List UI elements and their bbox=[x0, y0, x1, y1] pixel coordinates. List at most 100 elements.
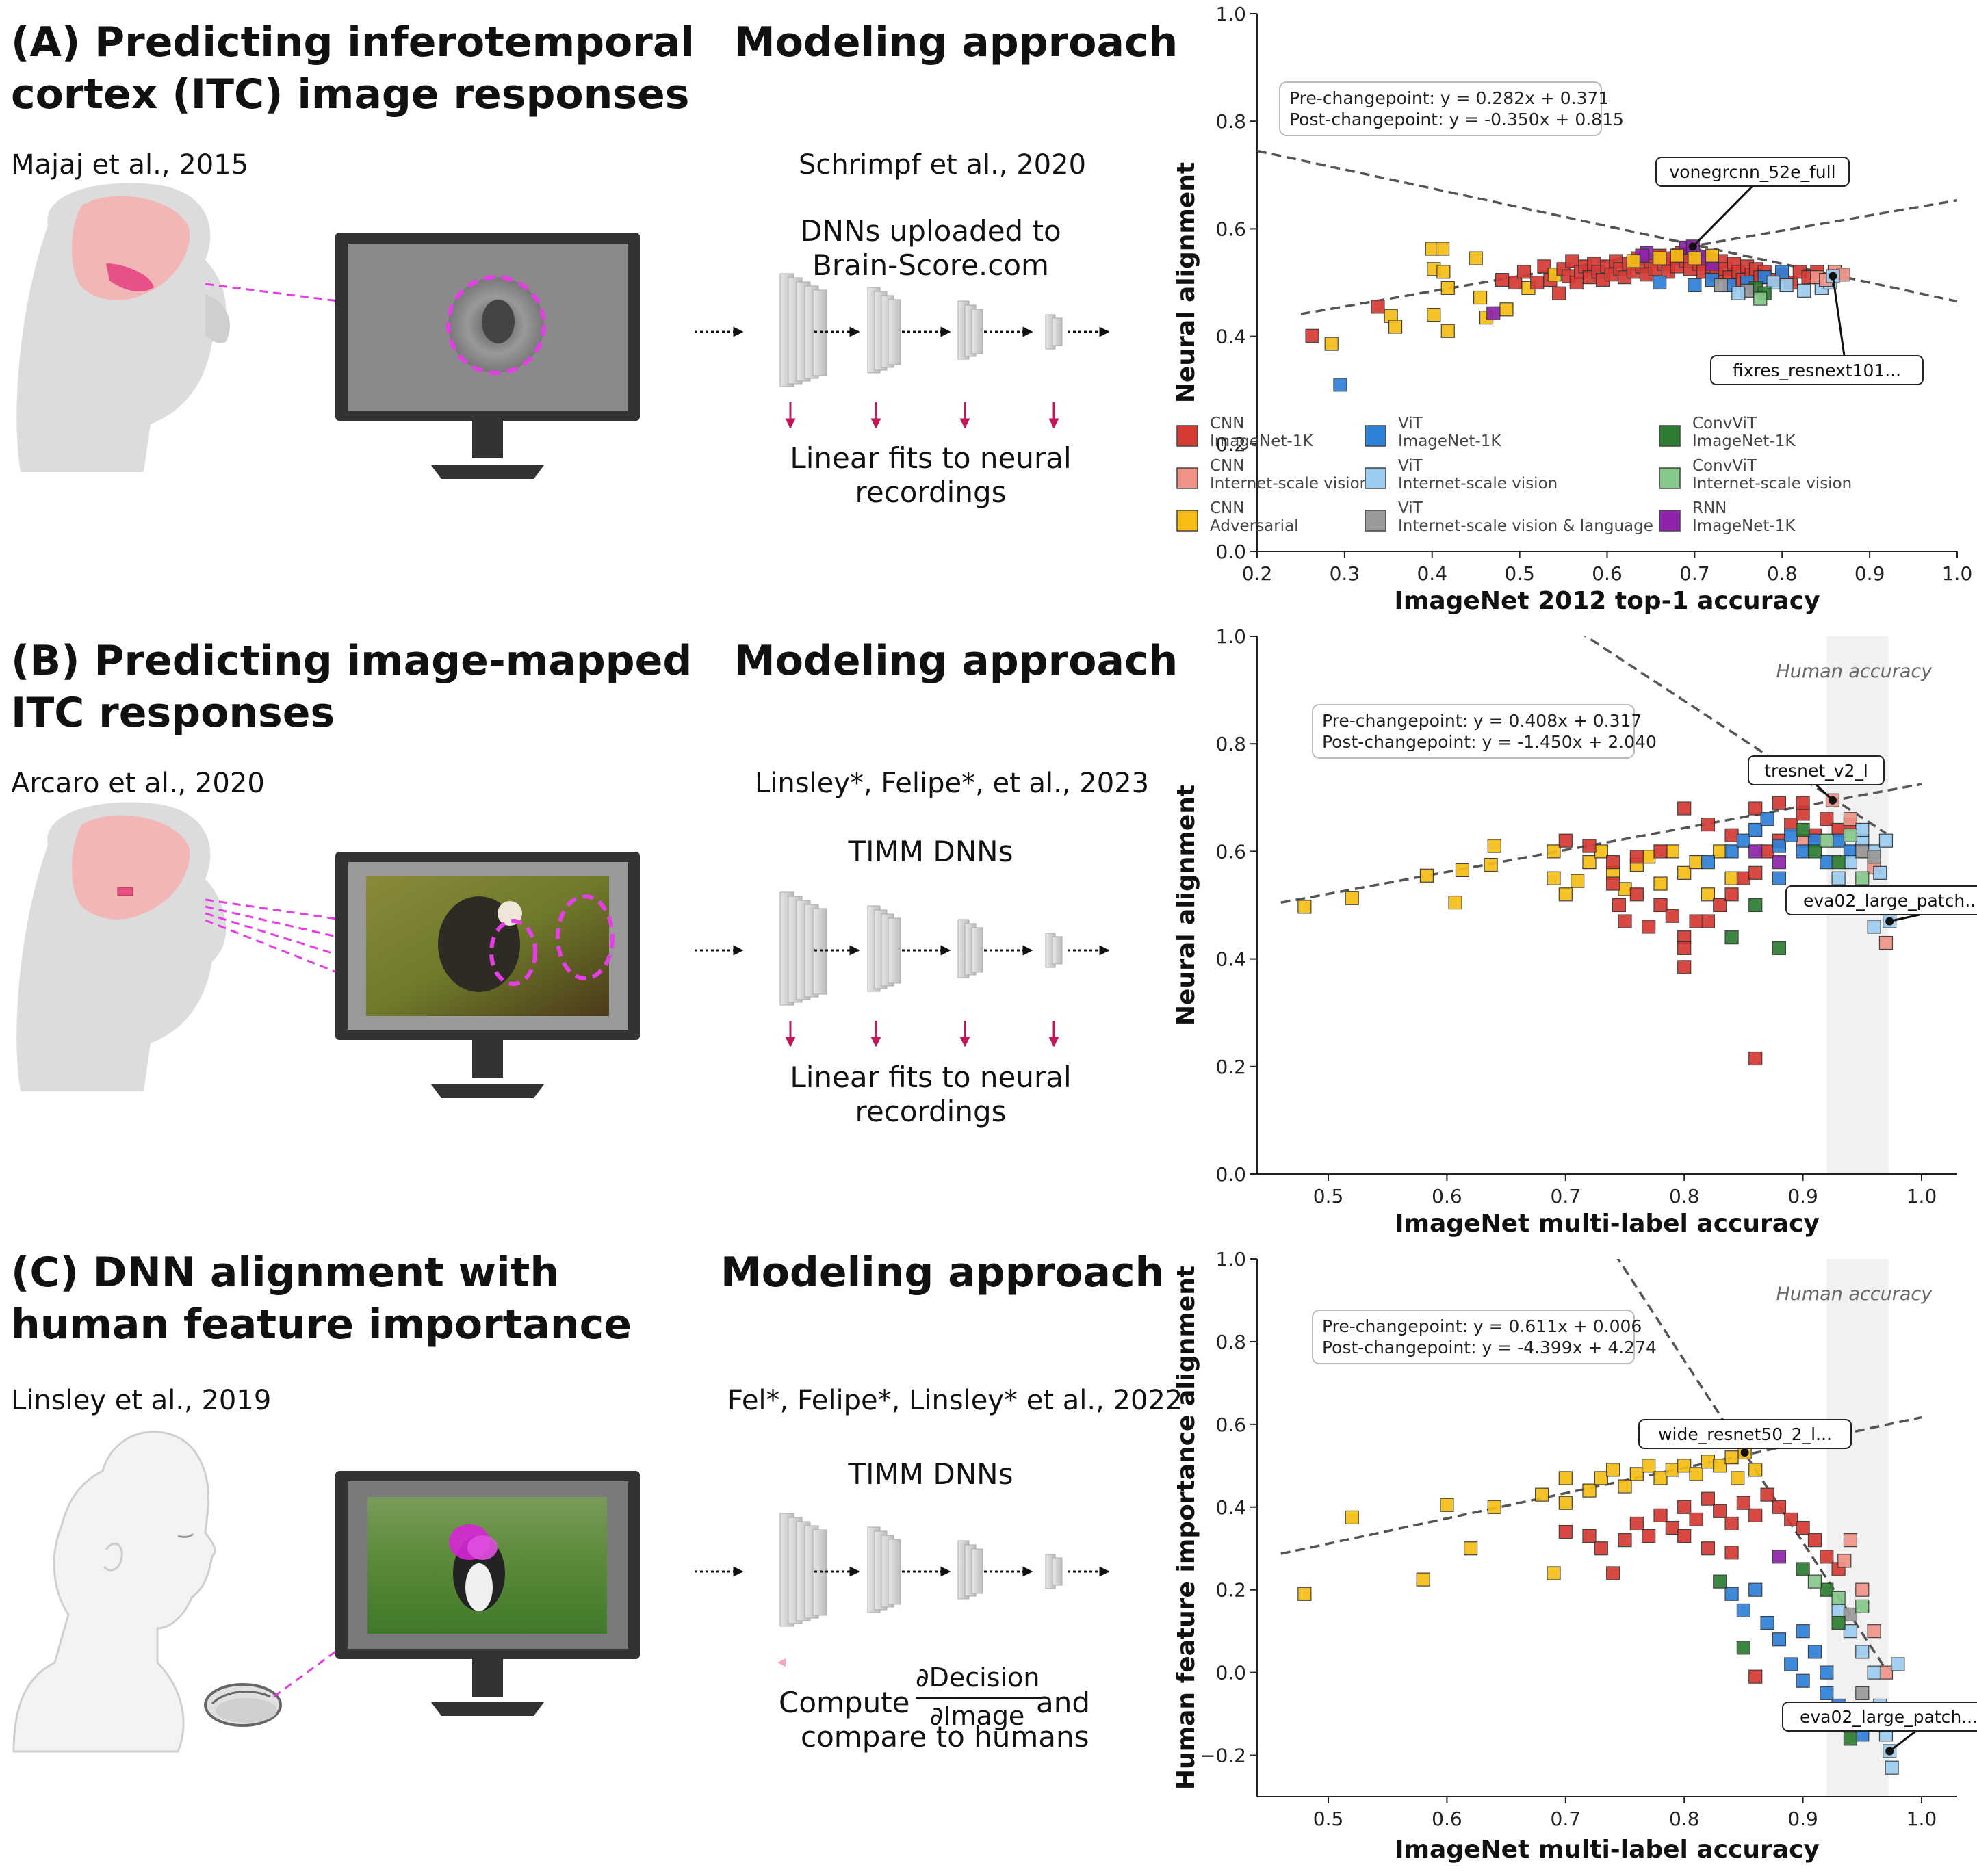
panel-b-modeling-title: Modeling approach bbox=[734, 637, 1178, 685]
data-points bbox=[1297, 793, 1897, 1066]
data-point bbox=[1724, 828, 1739, 842]
data-point bbox=[1345, 891, 1359, 905]
data-point bbox=[1760, 1487, 1774, 1502]
data-point bbox=[1748, 865, 1763, 880]
data-point bbox=[1796, 1624, 1810, 1639]
data-point bbox=[1807, 1533, 1822, 1548]
data-point bbox=[1618, 882, 1632, 896]
data-point bbox=[1807, 844, 1822, 859]
data-point bbox=[1748, 898, 1763, 913]
data-point bbox=[1748, 822, 1763, 837]
data-point bbox=[1820, 812, 1834, 826]
data-point bbox=[1772, 1632, 1787, 1647]
illustrations bbox=[12, 183, 1110, 1753]
readout-line2: compare to humans bbox=[801, 1720, 1089, 1754]
data-point bbox=[1594, 844, 1608, 859]
data-point bbox=[1831, 1603, 1846, 1618]
data-point bbox=[1484, 857, 1498, 872]
annotation-box bbox=[1782, 1702, 1977, 1732]
data-point bbox=[1760, 812, 1774, 826]
data-point bbox=[1665, 844, 1679, 859]
legend-sub: Adversarial bbox=[1210, 517, 1299, 535]
data-point bbox=[1831, 855, 1846, 870]
y-tick-label: 0.6 bbox=[1215, 218, 1246, 240]
y-tick-label: 0.6 bbox=[1215, 1413, 1246, 1436]
data-point bbox=[1772, 1500, 1787, 1514]
y-tick-label: 1.0 bbox=[1215, 625, 1246, 648]
legend-sub: ImageNet-1K bbox=[1692, 432, 1796, 450]
monkey-head-b bbox=[16, 802, 227, 1091]
data-point bbox=[1855, 1645, 1870, 1659]
y-tick-label: 0.2 bbox=[1215, 1056, 1246, 1078]
network-diagram-c bbox=[695, 1513, 1110, 1667]
panel-a-modeling-title: Modeling approach bbox=[734, 18, 1178, 66]
legend-sub: ImageNet-1K bbox=[1210, 432, 1313, 450]
annotation-arrow bbox=[1889, 913, 1920, 923]
data-point bbox=[1843, 1607, 1858, 1622]
data-point bbox=[1873, 865, 1887, 880]
y-tick-label: 0.4 bbox=[1215, 948, 1246, 971]
panel-c-modeling-citation: Fel*, Felipe*, Linsley* et al., 2022 bbox=[727, 1385, 1183, 1416]
data-point bbox=[1653, 1471, 1668, 1485]
data-point bbox=[1855, 822, 1870, 837]
data-point bbox=[1305, 328, 1319, 343]
readout-numerator: ∂Decision bbox=[916, 1663, 1040, 1693]
data-point bbox=[1571, 874, 1585, 888]
legend-swatch bbox=[1365, 510, 1386, 532]
data-point bbox=[1701, 818, 1715, 832]
data-point bbox=[1713, 898, 1727, 913]
data-point bbox=[1495, 272, 1510, 287]
data-point bbox=[1677, 941, 1692, 955]
fit-lines bbox=[1257, 149, 1957, 315]
network-diagram-a bbox=[695, 273, 1110, 429]
scatter-chart-c: Human accuracy 0.5 0.6 0.7 0.8 0.9 1.0 −0.2 0.0 0… bbox=[1172, 1248, 1977, 1864]
x-tick-label: 0.8 bbox=[1767, 562, 1798, 585]
network-diagram-b bbox=[695, 891, 1110, 1047]
data-point bbox=[1807, 1574, 1822, 1589]
data-point bbox=[1629, 1516, 1644, 1531]
data-point bbox=[1582, 1483, 1597, 1498]
legend-swatch bbox=[1659, 467, 1681, 489]
x-tick-label: 0.2 bbox=[1242, 562, 1273, 585]
data-point bbox=[1689, 1467, 1703, 1481]
y-tick-label: 0.0 bbox=[1215, 540, 1246, 563]
data-point bbox=[1831, 871, 1846, 885]
legend-sub: ImageNet-1K bbox=[1398, 432, 1501, 450]
data-point bbox=[1748, 1669, 1763, 1684]
annotation-label: vonegrcnn_52e_full bbox=[1669, 162, 1835, 182]
legend-group: CNN bbox=[1210, 415, 1244, 432]
data-point bbox=[1618, 1533, 1632, 1548]
annotation-box bbox=[1748, 755, 1885, 785]
fit-box-frame bbox=[1279, 81, 1602, 136]
panel-c-citation: Linsley et al., 2019 bbox=[11, 1385, 272, 1416]
data-point bbox=[1724, 887, 1739, 902]
annotation-box bbox=[1638, 1419, 1852, 1449]
post-changepoint-equation: Post-changepoint: y = -1.450x + 2.040 bbox=[1322, 732, 1657, 752]
data-point bbox=[1878, 935, 1894, 950]
data-point bbox=[1867, 1665, 1881, 1680]
data-point bbox=[1653, 251, 1667, 265]
x-tick-label: 0.6 bbox=[1592, 562, 1623, 585]
panel-c-models-label: TIMM DNNs bbox=[848, 1457, 1013, 1491]
annotation-arrowhead bbox=[1885, 1747, 1894, 1756]
data-point bbox=[1606, 1566, 1620, 1580]
legend-group: CNN bbox=[1210, 457, 1244, 475]
data-point bbox=[1843, 828, 1858, 842]
data-point bbox=[1831, 833, 1846, 848]
x-tick-label: 0.8 bbox=[1669, 1185, 1700, 1208]
data-point bbox=[1333, 378, 1347, 392]
annotation: fixres_resnext101... bbox=[1710, 272, 1924, 385]
panel-c-title: (C) DNN alignment with human feature imp… bbox=[11, 1249, 632, 1349]
data-point bbox=[1297, 900, 1312, 914]
annotation-arrow bbox=[1831, 276, 1846, 356]
x-axis-label: ImageNet multi-label accuracy bbox=[1395, 1210, 1820, 1238]
data-point bbox=[1843, 812, 1858, 826]
data-point bbox=[1748, 1508, 1763, 1522]
data-point bbox=[1867, 1624, 1881, 1639]
x-tick-label: 1.0 bbox=[1907, 1808, 1937, 1830]
annotation-box bbox=[1655, 157, 1850, 187]
fit-box-frame bbox=[1312, 1310, 1635, 1364]
scatter-chart-b: Human accuracy 0.5 0.6 0.7 0.8 0.9 1.0 0.0 0.2 0.… bbox=[1172, 625, 1977, 1238]
data-point bbox=[1689, 855, 1703, 870]
data-point bbox=[1464, 1541, 1478, 1556]
